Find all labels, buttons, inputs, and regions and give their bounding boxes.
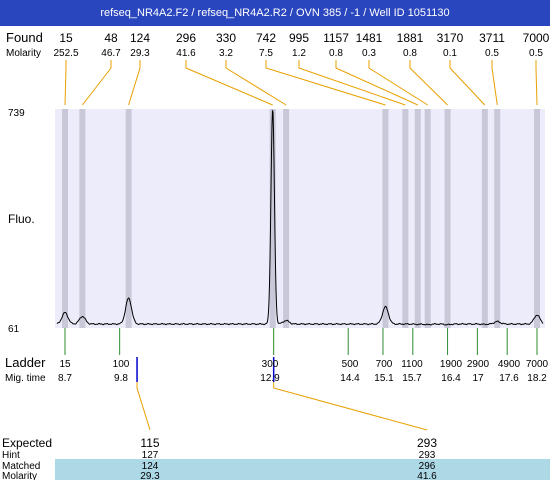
peak-connector [185, 60, 273, 106]
ladder-mig-time: 14.4 [340, 373, 360, 384]
found-size: 1481 [356, 31, 383, 45]
ladder-size: 2900 [467, 359, 490, 370]
molarity-row-label: Molarity [2, 471, 37, 480]
plot-area [55, 109, 545, 328]
found-molarity: 46.7 [101, 48, 121, 59]
peak-connector [64, 60, 67, 106]
ladder-size: 100 [113, 359, 130, 370]
found-molarity: 3.2 [219, 48, 233, 59]
found-size: 48 [104, 31, 118, 45]
peak-band [534, 109, 540, 328]
peak-connector [265, 60, 386, 106]
peak-band [79, 109, 86, 328]
found-size: 1157 [323, 31, 349, 45]
found-size: 1881 [397, 31, 424, 45]
molarity-label: Molarity [6, 48, 41, 59]
ladder-mig-time: 18.2 [527, 373, 547, 384]
ladder-mig-time: 17.6 [499, 373, 519, 384]
ladder-size: 1100 [401, 359, 423, 370]
peak-band [444, 109, 451, 328]
peak-band [402, 109, 409, 328]
found-molarity: 0.5 [485, 48, 499, 59]
found-molarity: 0.8 [329, 48, 343, 59]
found-size: 330 [216, 31, 236, 45]
ladder-size: 15 [59, 359, 71, 370]
peak-connector [449, 60, 486, 106]
ladder-mig-time: 9.8 [114, 373, 128, 384]
peak-band [283, 109, 290, 328]
peak-connector [335, 60, 419, 106]
y-min-label: 61 [8, 324, 20, 335]
hint-value: 293 [419, 450, 436, 461]
chart-title: refseq_NR4A2.F2 / refseq_NR4A2.R2 / OVN … [0, 0, 550, 26]
peak-band [481, 109, 488, 328]
ladder-mig-time: 16.4 [441, 373, 461, 384]
peak-band [269, 109, 276, 328]
peak-band [414, 109, 421, 328]
ladder-label: Ladder [5, 355, 46, 370]
matched-band [55, 459, 550, 480]
found-size: 124 [130, 31, 150, 45]
ladder-mig-time: 15.7 [402, 373, 422, 384]
ladder-mig-time: 12.9 [260, 373, 280, 384]
found-molarity: 7.5 [259, 48, 273, 59]
found-size: 995 [289, 31, 309, 45]
found-size: 742 [256, 31, 276, 45]
found-size: 3170 [437, 31, 464, 45]
ladder-mig-time: 8.7 [58, 373, 72, 384]
y-max-label: 739 [8, 108, 25, 119]
found-molarity: 1.2 [292, 48, 306, 59]
peak-band [494, 109, 501, 328]
fluorescence-trace [56, 110, 544, 326]
ladder-size: 300 [262, 359, 279, 370]
found-size: 3711 [479, 31, 505, 45]
expected-label: Expected [2, 436, 52, 450]
ladder-size: 1900 [440, 359, 463, 370]
ladder-size: 7000 [526, 359, 549, 370]
peak-connector [535, 60, 538, 106]
matched-value: 296 [419, 461, 436, 472]
hint-label: Hint [2, 450, 20, 461]
found-molarity: 0.5 [529, 48, 543, 59]
ladder-mig-time: 15.1 [374, 373, 394, 384]
found-molarity: 41.6 [176, 48, 196, 59]
ladder-size: 4900 [498, 359, 521, 370]
found-molarity: 252.5 [53, 48, 78, 59]
found-size: 296 [176, 31, 196, 45]
peak-connector [409, 60, 448, 106]
found-size: 7000 [523, 31, 550, 45]
found-molarity: 0.1 [443, 48, 457, 59]
ladder-size: 500 [342, 359, 359, 370]
peak-band [382, 109, 389, 328]
mig-time-label: Mig. time [5, 373, 46, 384]
found-molarity: 29.3 [130, 48, 150, 59]
peak-band [125, 109, 132, 328]
ladder-size: 700 [376, 359, 393, 370]
peak-band [62, 109, 68, 328]
peak-connector [225, 60, 287, 106]
expected-connector [273, 382, 428, 431]
expected-molarity-value: 41.6 [417, 471, 437, 480]
peak-connector [368, 60, 428, 106]
peak-band [424, 109, 431, 328]
peak-connector [128, 60, 141, 106]
peak-connector [82, 60, 112, 106]
expected-connector [136, 382, 151, 431]
matched-value: 124 [142, 461, 159, 472]
peak-connector [298, 60, 406, 106]
ladder-mig-time: 17 [472, 373, 484, 384]
hint-value: 127 [142, 450, 159, 461]
expected-value: 293 [417, 436, 437, 450]
matched-label: Matched [2, 461, 40, 472]
expected-value: 115 [140, 436, 159, 450]
found-molarity: 0.3 [362, 48, 376, 59]
peak-connector [491, 60, 498, 106]
y-axis-title: Fluo. [8, 212, 35, 226]
expected-molarity-value: 29.3 [140, 471, 160, 480]
found-size: 15 [59, 31, 73, 45]
found-molarity: 0.8 [403, 48, 417, 59]
found-label: Found [6, 30, 43, 45]
